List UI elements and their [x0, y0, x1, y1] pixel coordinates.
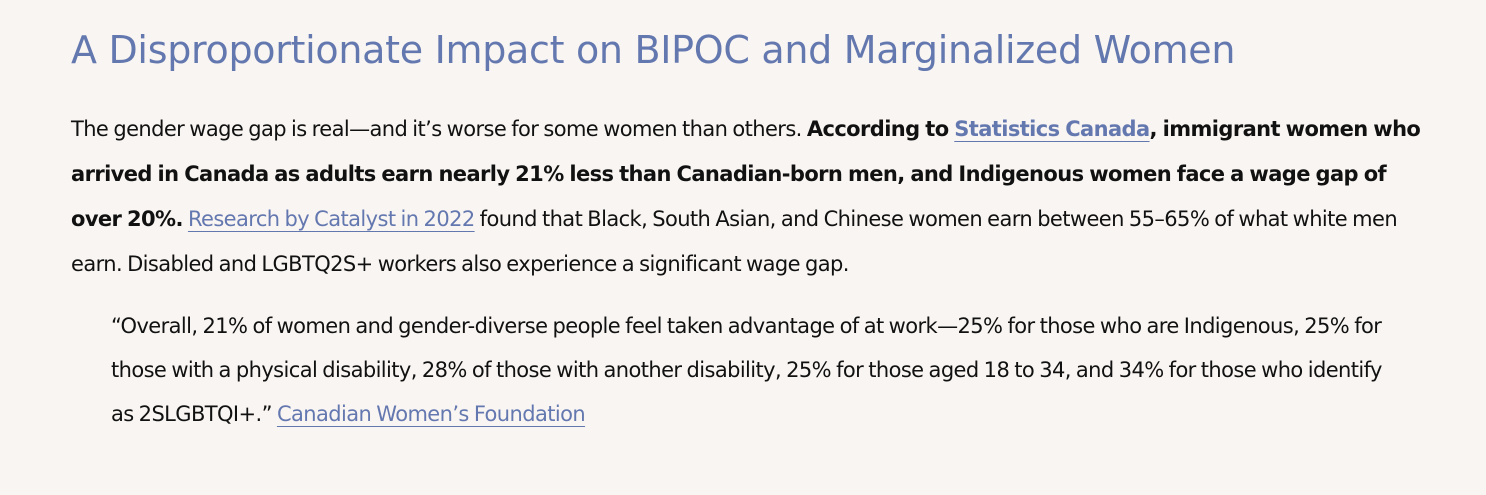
wage-gap-paragraph: The gender wage gap is real—and it’s wor…: [71, 107, 1431, 287]
canadian-womens-foundation-link[interactable]: Canadian Women’s Foundation: [276, 402, 586, 426]
bold-rest: , immigrant women who arrived in Canada …: [71, 117, 1421, 231]
bold-prefix: According to: [806, 117, 955, 141]
quote-text: “Overall, 21% of women and gender-divers…: [111, 314, 1382, 426]
paragraph-intro: The gender wage gap is real—and it’s wor…: [71, 117, 807, 141]
statistics-canada-link[interactable]: Statistics Canada: [954, 117, 1150, 141]
section-heading: A Disproportionate Impact on BIPOC and M…: [71, 28, 1236, 72]
catalyst-research-link[interactable]: Research by Catalyst in 2022: [187, 207, 475, 231]
paragraph-tail: found that Black, South Asian, and Chine…: [71, 207, 1398, 276]
pull-quote: “Overall, 21% of women and gender-divers…: [111, 304, 1391, 436]
bold-statistic: According to Statistics Canada, immigran…: [71, 117, 1421, 231]
